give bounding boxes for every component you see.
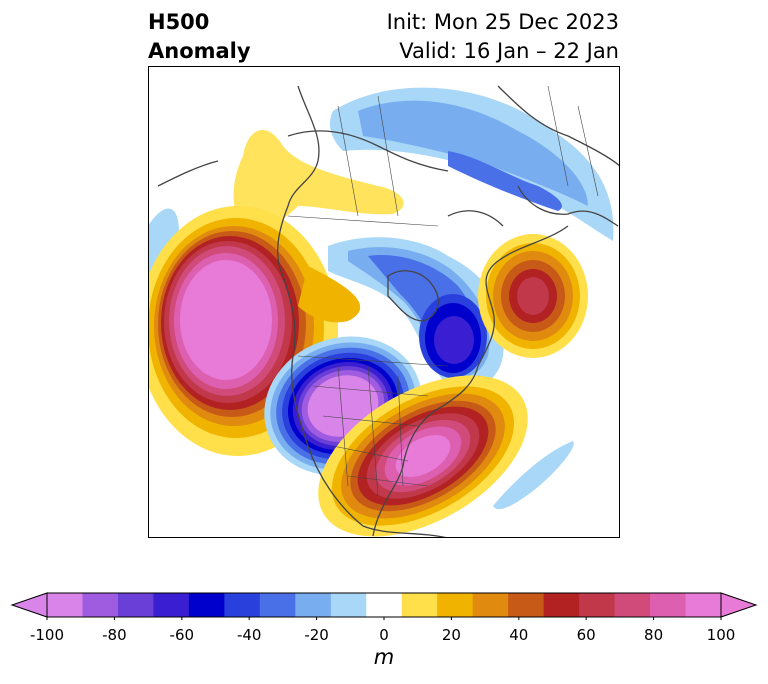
colorbar-tick-label: -60 bbox=[169, 626, 195, 644]
colorbar-segment bbox=[295, 593, 332, 617]
borders bbox=[287, 85, 599, 497]
colorbar-segment bbox=[117, 593, 154, 617]
colorbar-segment bbox=[47, 593, 83, 617]
colorbar-tick-label: 80 bbox=[644, 626, 664, 644]
title-line-h500: H500 bbox=[148, 10, 210, 34]
init-date: Init: Mon 25 Dec 2023 bbox=[386, 10, 619, 34]
colorbar-tick-label: 60 bbox=[576, 626, 596, 644]
colorbar-segment bbox=[472, 593, 509, 617]
colorbar-segment bbox=[508, 593, 545, 617]
colorbar-extend-max bbox=[720, 592, 758, 618]
colorbar-segment bbox=[401, 593, 438, 617]
eastern-ridge bbox=[318, 375, 528, 537]
coastlines bbox=[157, 85, 620, 538]
atlantic-negative-streak bbox=[493, 441, 574, 510]
atlantic-ridge bbox=[478, 234, 588, 358]
colorbar-segment bbox=[579, 593, 616, 617]
colorbar-segment bbox=[224, 593, 261, 617]
map-dates: Init: Mon 25 Dec 2023 Valid: 16 Jan – 22… bbox=[387, 8, 619, 66]
title-line-anomaly: Anomaly bbox=[148, 39, 251, 63]
anomaly-map bbox=[148, 66, 620, 538]
colorbar-segment bbox=[366, 593, 403, 617]
hudson-trough bbox=[328, 237, 504, 390]
colorbar-tick-label: -40 bbox=[236, 626, 262, 644]
colorbar-tick-label: -80 bbox=[102, 626, 127, 644]
colorbar-segment bbox=[330, 593, 367, 617]
colorbar-tick-label: 100 bbox=[706, 626, 736, 644]
colorbar-segment bbox=[153, 593, 190, 617]
valid-range: Valid: 16 Jan – 22 Jan bbox=[399, 39, 619, 63]
colorbar-tick-label: -20 bbox=[304, 626, 329, 644]
colorbar-segment bbox=[614, 593, 651, 617]
colorbar-segment bbox=[82, 593, 119, 617]
western-trough bbox=[264, 336, 422, 476]
colorbar-segment bbox=[188, 593, 225, 617]
colorbar-tick-label: 0 bbox=[379, 626, 389, 644]
colorbar-segment bbox=[685, 593, 722, 617]
colorbar-tick-label: -100 bbox=[29, 626, 65, 644]
colorbar-tick-label: 20 bbox=[441, 626, 461, 644]
canada-positive-band bbox=[233, 129, 404, 233]
colorbar-segment bbox=[259, 593, 296, 617]
colorbar bbox=[10, 590, 758, 621]
colorbar-tick-label: 40 bbox=[509, 626, 529, 644]
colorbar-segment bbox=[650, 593, 687, 617]
colorbar-segment bbox=[437, 593, 474, 617]
colorbar-segment bbox=[543, 593, 580, 617]
colorbar-extend-min bbox=[10, 592, 48, 618]
colorbar-unit: m bbox=[373, 645, 395, 669]
map-title: H500 Anomaly bbox=[148, 8, 251, 66]
